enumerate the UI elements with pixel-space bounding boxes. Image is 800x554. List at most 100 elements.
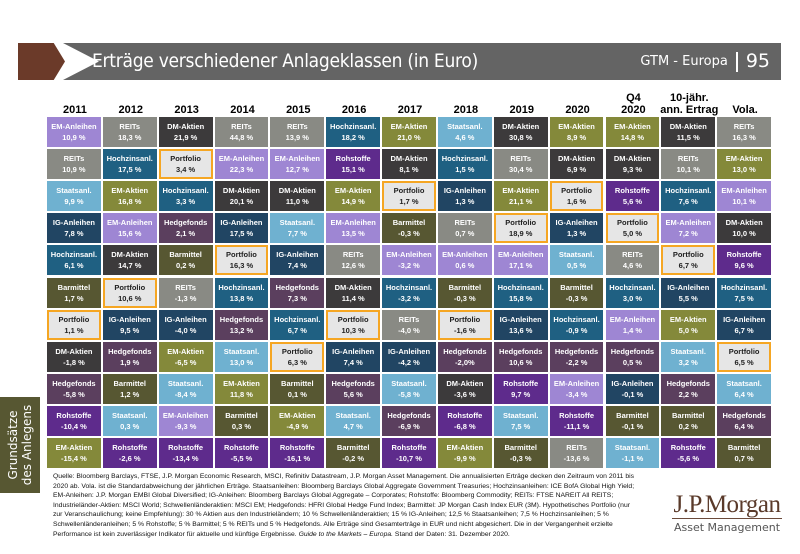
return-cell: Rohstoffe 9,7 % xyxy=(493,373,548,404)
footnote: Quelle: Bloomberg Barclays, FTSE, J.P. M… xyxy=(53,472,637,539)
asset-class-label: EM-Anleihen xyxy=(609,314,656,324)
return-cell: Staatsanl. 4,7 % xyxy=(326,405,381,436)
asset-class-label: Staatsanl. xyxy=(503,410,539,420)
return-cell: Barmittel -0,1 % xyxy=(605,405,660,436)
asset-class-label: Portfolio xyxy=(505,218,537,228)
asset-class-label: EM-Aktien xyxy=(502,186,540,196)
return-value: 0,3 % xyxy=(231,421,252,431)
asset-class-label: IG-Anleihen xyxy=(611,378,654,388)
return-cell: EM-Aktien -9,9 % xyxy=(437,438,492,469)
asset-class-label: Hochzinsanl. xyxy=(665,186,712,196)
return-value: -11,1 % xyxy=(563,421,590,431)
return-cell: EM-Aktien -4,9 % xyxy=(270,405,325,436)
return-cell: EM-Aktien 13,0 % xyxy=(717,149,772,180)
return-value: 6,9 % xyxy=(566,165,587,175)
asset-class-label: Portfolio xyxy=(226,250,257,260)
return-cell: Rohstoffe -10,4 % xyxy=(47,405,101,436)
return-cell: Portfolio 16,3 % xyxy=(214,245,269,276)
return-value: 7,5 % xyxy=(511,421,531,431)
return-cell: EM-Anleihen -3,4 % xyxy=(549,373,604,404)
return-cell: EM-Anleihen -3,2 % xyxy=(382,245,436,276)
asset-class-label: IG-Anleihen xyxy=(332,346,375,356)
return-value: 9,3 % xyxy=(622,165,643,175)
return-cell: Hedgefonds -5,8 % xyxy=(47,373,101,404)
return-value: 6,1 % xyxy=(64,261,84,271)
return-value: 7,4 % xyxy=(343,357,363,367)
return-value: -10,7 % xyxy=(396,454,422,464)
return-cell: DM-Aktien 14,7 % xyxy=(102,245,157,276)
return-value: 0,5 % xyxy=(566,261,587,271)
footnote-text: Quelle: Bloomberg Barclays, FTSE, J.P. M… xyxy=(53,473,635,538)
return-cell: REITs -13,6 % xyxy=(549,438,604,469)
return-value: -15,4 % xyxy=(60,454,87,464)
asset-class-label: Rohstoffe xyxy=(726,250,762,260)
asset-class-label: EM-Aktien xyxy=(55,443,93,453)
asset-class-label: EM-Aktien xyxy=(614,122,651,132)
asset-class-label: DM-Aktien xyxy=(222,186,261,196)
asset-class-label: Hochzinsanl. xyxy=(720,282,768,292)
return-cell: EM-Aktien 8,9 % xyxy=(549,117,604,148)
return-value: 1,6 % xyxy=(566,197,587,207)
return-cell: EM-Anleihen 0,6 % xyxy=(437,245,492,276)
asset-class-label: Staatsanl. xyxy=(726,378,762,388)
return-cell: Hedgefonds 2,1 % xyxy=(158,213,213,244)
return-value: 18,2 % xyxy=(341,133,365,143)
asset-class-label: Staatsanl. xyxy=(167,378,204,388)
return-cell: IG-Anleihen 5,5 % xyxy=(661,277,716,308)
asset-class-label: Barmittel xyxy=(113,378,147,388)
return-value: 16,3 % xyxy=(732,133,756,143)
asset-class-label: Barmittel xyxy=(448,282,482,292)
return-value: 20,1 % xyxy=(229,197,254,207)
return-value: 6,3 % xyxy=(287,357,307,367)
asset-class-label: Hochzinsanl. xyxy=(330,122,377,132)
return-cell: Portfolio 1,7 % xyxy=(382,181,436,212)
asset-class-label: EM-Aktien xyxy=(390,122,428,132)
return-value: 10,0 % xyxy=(732,229,756,239)
asset-class-label: DM-Aktien xyxy=(502,122,540,132)
asset-class-label: IG-Anleihen xyxy=(220,218,263,228)
page-number: 95 xyxy=(745,50,770,72)
asset-class-label: Staatsanl. xyxy=(112,410,148,420)
return-cell: Hedgefonds 13,2 % xyxy=(214,309,269,340)
asset-class-label: IG-Anleihen xyxy=(108,314,151,324)
return-cell: DM-Aktien 9,3 % xyxy=(605,149,660,180)
return-value: 1,7 % xyxy=(64,293,84,303)
asset-class-label: Hochzinsanl. xyxy=(441,154,488,164)
asset-class-label: REITs xyxy=(622,250,643,260)
asset-class-label: REITs xyxy=(566,443,587,453)
asset-class-label: Rohstoffe xyxy=(223,443,259,453)
asset-class-label: DM-Aktien xyxy=(558,154,596,164)
return-cell: Hochzinsanl. 6,7 % xyxy=(270,309,325,340)
asset-class-label: EM-Anleihen xyxy=(442,250,488,260)
return-value: 10,6 % xyxy=(118,293,142,303)
return-value: 16,8 % xyxy=(118,197,142,207)
section-tab-label: Grundsätze des Anlegens xyxy=(6,405,34,485)
return-value: 16,3 % xyxy=(229,261,254,271)
return-cell: DM-Aktien 11,0 % xyxy=(270,181,325,212)
return-cell: Barmittel 0,1 % xyxy=(270,373,325,404)
return-value: 21,9 % xyxy=(173,133,198,143)
asset-class-label: Portfolio xyxy=(672,250,704,260)
asset-class-label: Hedgefonds xyxy=(722,410,766,420)
asset-class-label: Barmittel xyxy=(504,443,537,453)
return-cell: Hedgefonds 10,6 % xyxy=(493,341,548,372)
return-cell: EM-Anleihen 10,1 % xyxy=(717,181,772,212)
return-cell: EM-Aktien 11,8 % xyxy=(214,373,269,404)
return-value: 13,6 % xyxy=(509,325,533,335)
return-cell: Staatsanl. 13,0 % xyxy=(214,341,269,372)
return-value: 44,8 % xyxy=(229,133,254,143)
return-value: 17,1 % xyxy=(509,261,533,271)
return-cell: IG-Anleihen 1,3 % xyxy=(437,181,492,212)
return-cell: IG-Anleihen -4,2 % xyxy=(382,341,436,372)
return-cell: Hochzinsanl. 3,0 % xyxy=(605,277,660,308)
asset-class-label: DM-Aktien xyxy=(111,250,149,260)
return-cell: EM-Aktien 21,1 % xyxy=(493,181,548,212)
section-tab[interactable]: Grundsätze des Anlegens xyxy=(0,397,40,493)
return-cell: Hedgefonds 1,9 % xyxy=(102,341,157,372)
return-value: 9,9 % xyxy=(64,197,84,207)
return-value: 12,6 % xyxy=(341,261,365,271)
asset-class-label: Hedgefonds xyxy=(52,378,96,388)
return-cell: Rohstoffe -13,4 % xyxy=(158,438,213,469)
return-cell: Barmittel 0,2 % xyxy=(158,245,213,276)
return-value: 13,9 % xyxy=(285,133,309,143)
